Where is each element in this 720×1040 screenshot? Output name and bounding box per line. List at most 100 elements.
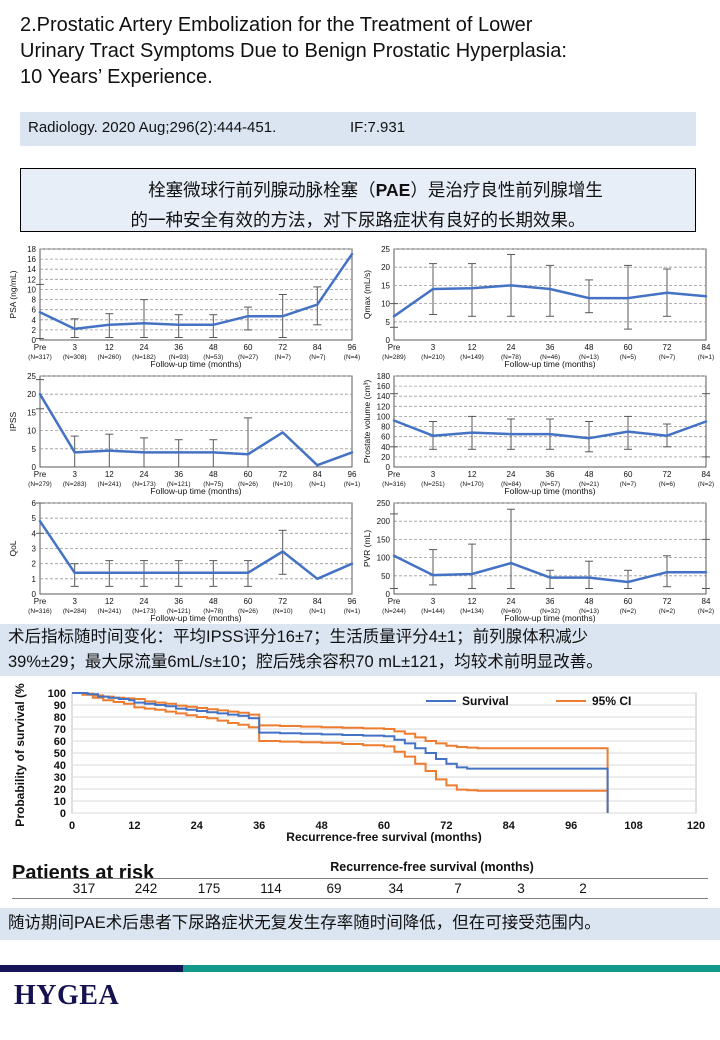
svg-text:4: 4 xyxy=(32,316,37,325)
svg-text:(N=1): (N=1) xyxy=(309,481,325,488)
svg-text:60: 60 xyxy=(381,433,390,442)
svg-text:16: 16 xyxy=(27,255,36,264)
svg-text:3: 3 xyxy=(32,545,37,554)
svg-text:48: 48 xyxy=(585,597,594,606)
svg-text:Pre: Pre xyxy=(388,597,401,606)
svg-text:(N=2): (N=2) xyxy=(659,608,675,615)
svg-text:Pre: Pre xyxy=(34,470,47,479)
svg-text:(N=317): (N=317) xyxy=(28,354,52,361)
svg-text:12: 12 xyxy=(105,597,114,606)
svg-text:(N=244): (N=244) xyxy=(382,608,406,615)
svg-text:60: 60 xyxy=(244,343,253,352)
svg-text:50: 50 xyxy=(54,748,66,760)
svg-text:12: 12 xyxy=(468,470,477,479)
svg-text:(N=1): (N=1) xyxy=(698,354,714,361)
svg-text:20: 20 xyxy=(27,390,36,399)
svg-text:25: 25 xyxy=(27,372,36,381)
svg-text:100: 100 xyxy=(48,688,66,700)
svg-text:36: 36 xyxy=(546,470,555,479)
svg-text:48: 48 xyxy=(209,597,218,606)
svg-text:18: 18 xyxy=(27,245,36,254)
svg-text:(N=7): (N=7) xyxy=(274,354,290,361)
svg-text:(N=149): (N=149) xyxy=(460,354,484,361)
svg-text:6: 6 xyxy=(32,499,37,508)
svg-text:70: 70 xyxy=(54,724,66,736)
svg-text:30: 30 xyxy=(54,772,66,784)
svg-text:(N=1): (N=1) xyxy=(344,608,360,615)
svg-text:10: 10 xyxy=(27,285,36,294)
svg-text:3: 3 xyxy=(72,470,77,479)
svg-text:84: 84 xyxy=(702,343,711,352)
svg-text:Pre: Pre xyxy=(34,343,47,352)
svg-text:120: 120 xyxy=(687,820,705,832)
svg-text:24: 24 xyxy=(140,470,149,479)
svg-text:72: 72 xyxy=(278,597,287,606)
svg-text:12: 12 xyxy=(105,343,114,352)
svg-text:36: 36 xyxy=(253,820,265,832)
svg-text:Follow-up time (months): Follow-up time (months) xyxy=(504,359,595,369)
svg-text:20: 20 xyxy=(381,263,390,272)
svg-text:40: 40 xyxy=(54,760,66,772)
svg-text:PVR (mL): PVR (mL) xyxy=(362,530,372,567)
svg-text:(N=251): (N=251) xyxy=(421,481,445,488)
svg-text:160: 160 xyxy=(377,382,391,391)
svg-text:(N=6): (N=6) xyxy=(659,481,675,488)
svg-text:2: 2 xyxy=(32,326,37,335)
svg-text:24: 24 xyxy=(140,597,149,606)
svg-text:100: 100 xyxy=(377,412,391,421)
svg-text:250: 250 xyxy=(377,499,391,508)
svg-text:24: 24 xyxy=(191,820,204,832)
svg-text:10: 10 xyxy=(27,427,36,436)
svg-text:24: 24 xyxy=(507,343,516,352)
svg-text:48: 48 xyxy=(209,470,218,479)
svg-text:(N=308): (N=308) xyxy=(63,354,87,361)
svg-text:84: 84 xyxy=(313,597,322,606)
svg-text:15: 15 xyxy=(27,408,36,417)
svg-text:14: 14 xyxy=(27,265,36,274)
svg-text:Recurrence-free survival (mont: Recurrence-free survival (months) xyxy=(286,830,481,843)
svg-text:36: 36 xyxy=(174,343,183,352)
svg-text:0: 0 xyxy=(69,820,75,832)
svg-text:3: 3 xyxy=(72,343,77,352)
svg-text:48: 48 xyxy=(209,343,218,352)
svg-text:12: 12 xyxy=(27,275,36,284)
svg-text:96: 96 xyxy=(348,470,357,479)
svg-text:108: 108 xyxy=(624,820,642,832)
svg-text:(N=241): (N=241) xyxy=(97,481,121,488)
svg-text:(N=2): (N=2) xyxy=(620,608,636,615)
svg-text:72: 72 xyxy=(663,597,672,606)
svg-text:60: 60 xyxy=(624,597,633,606)
svg-text:(N=2): (N=2) xyxy=(698,481,714,488)
svg-text:72: 72 xyxy=(663,343,672,352)
svg-text:90: 90 xyxy=(54,700,66,712)
svg-text:(N=144): (N=144) xyxy=(421,608,445,615)
svg-text:96: 96 xyxy=(348,597,357,606)
svg-text:72: 72 xyxy=(278,470,287,479)
svg-text:2: 2 xyxy=(32,560,37,569)
svg-text:180: 180 xyxy=(377,372,391,381)
svg-text:Follow-up time (months): Follow-up time (months) xyxy=(504,486,595,496)
svg-text:Qmax (mL/s): Qmax (mL/s) xyxy=(362,270,372,319)
svg-text:8: 8 xyxy=(32,296,37,305)
svg-text:Follow-up time (months): Follow-up time (months) xyxy=(150,486,241,496)
svg-text:36: 36 xyxy=(174,597,183,606)
svg-text:(N=7): (N=7) xyxy=(309,354,325,361)
svg-text:150: 150 xyxy=(377,535,391,544)
svg-text:3: 3 xyxy=(72,597,77,606)
svg-text:(N=241): (N=241) xyxy=(97,608,121,615)
svg-text:5: 5 xyxy=(386,318,391,327)
svg-text:(N=7): (N=7) xyxy=(659,354,675,361)
svg-text:Follow-up time (months): Follow-up time (months) xyxy=(150,613,241,623)
svg-text:84: 84 xyxy=(702,470,711,479)
svg-text:60: 60 xyxy=(624,343,633,352)
svg-text:Prostate volume (cm³): Prostate volume (cm³) xyxy=(362,380,372,464)
svg-text:84: 84 xyxy=(313,343,322,352)
svg-text:(N=4): (N=4) xyxy=(344,354,360,361)
svg-text:(N=1): (N=1) xyxy=(344,481,360,488)
svg-text:140: 140 xyxy=(377,392,391,401)
svg-text:12: 12 xyxy=(105,470,114,479)
svg-text:(N=210): (N=210) xyxy=(421,354,445,361)
svg-text:(N=10): (N=10) xyxy=(273,481,293,488)
svg-text:24: 24 xyxy=(140,343,149,352)
svg-text:(N=284): (N=284) xyxy=(63,608,87,615)
